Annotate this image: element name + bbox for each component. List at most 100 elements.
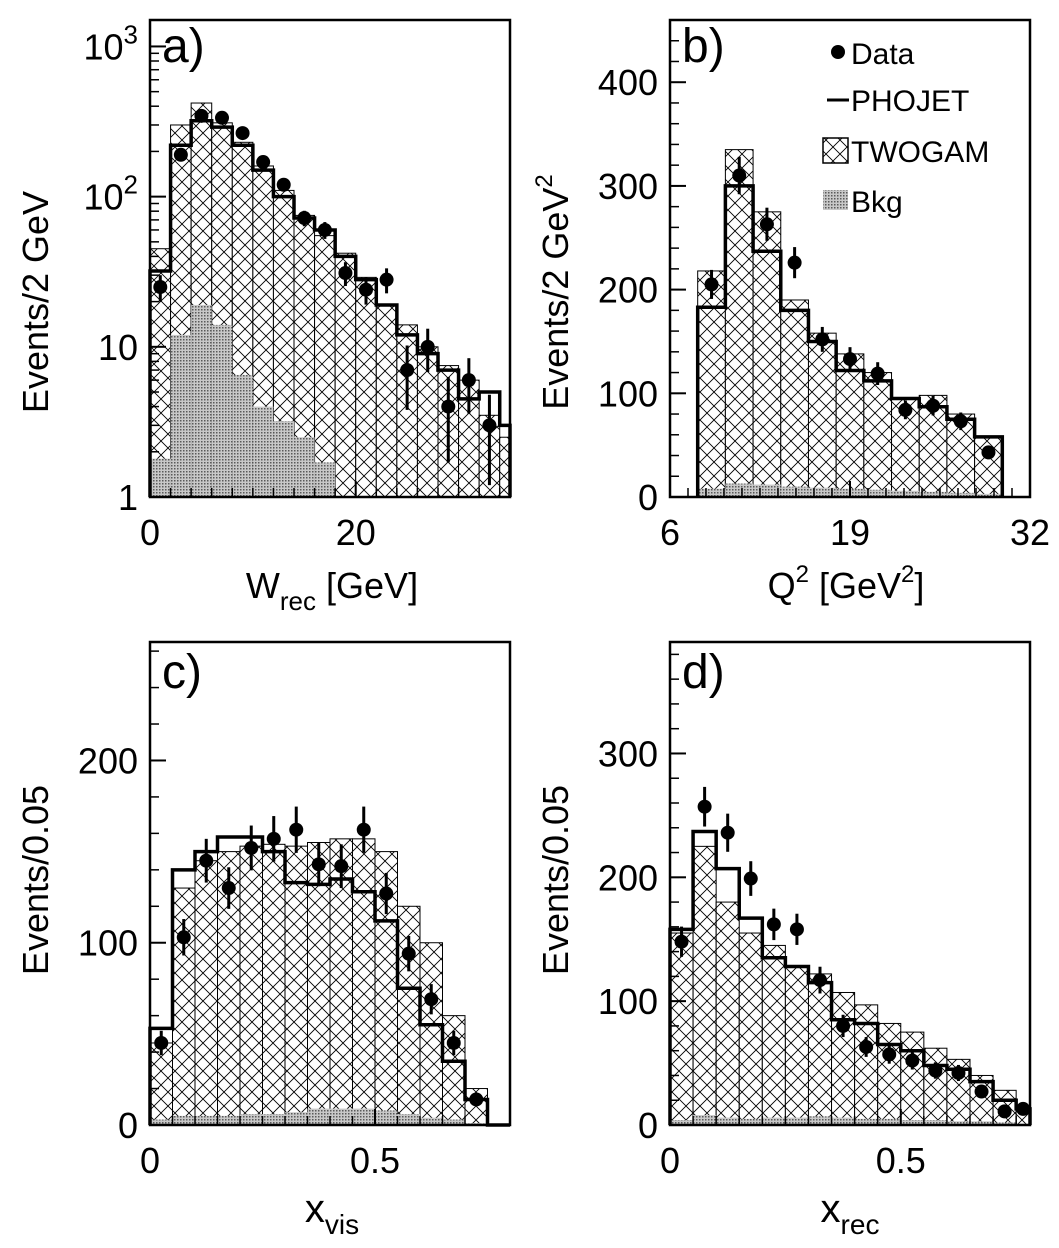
panel-c-data-point — [311, 857, 326, 872]
panel-d-data-point — [997, 1104, 1012, 1119]
panel-a-xtick-label: 20 — [336, 512, 376, 553]
panel-a-data-point — [338, 266, 353, 281]
panel-d-bkg-bar — [762, 1117, 786, 1125]
panel-c-bkg-bar — [397, 1114, 420, 1125]
panel-c-bkg-bar — [307, 1108, 330, 1125]
panel-c-plot: 0 100 200 0 0.5 — [78, 640, 512, 1181]
panel-d-twogam-bar — [738, 932, 763, 1126]
panel-a-ylabel: Events/2 GeV — [15, 191, 56, 413]
panel-d-data-point — [882, 1047, 897, 1062]
panel-c-data-point — [289, 822, 304, 837]
panel-c-bkg-bar — [195, 1115, 218, 1125]
panel-d-data-point — [974, 1084, 989, 1099]
panel-a-data-point — [153, 280, 168, 295]
panel-c-data-point — [154, 1035, 169, 1050]
panel-a-ytick-label: 10 — [98, 327, 138, 368]
panel-a-twogam-bar — [314, 235, 336, 498]
panel-b-bkg-bar — [891, 490, 920, 497]
panel-d-data-point — [813, 973, 827, 988]
panel-d-twogam-bar — [761, 944, 786, 1126]
panel-d-data-point — [1016, 1101, 1031, 1116]
legend-data-marker — [831, 45, 845, 59]
panel-d-data-point — [743, 871, 758, 886]
panel-d-data-point — [720, 825, 735, 840]
panel-d-twogam-bar — [715, 901, 740, 1126]
panel-c-twogam-bar — [239, 845, 263, 1126]
panel-a-label: a) — [162, 20, 205, 73]
panel-b-data-point — [815, 332, 830, 347]
panel-b-data-point — [704, 277, 719, 292]
panel-c-data-point — [401, 946, 416, 961]
panel-d-bkg-bar — [854, 1118, 878, 1125]
panel-d-data-point — [928, 1063, 943, 1078]
panel-d-ytick-label: 200 — [598, 857, 658, 898]
panel-b-ytick-label: 300 — [598, 166, 658, 207]
legend-bkg-swatch — [823, 190, 848, 210]
panel-c-ytick-label: 200 — [78, 740, 138, 781]
panel-a-data-point — [482, 418, 497, 433]
panel-d-bkg-bar — [670, 1120, 694, 1125]
panel-c-bkg-bar — [352, 1108, 375, 1125]
panel-a-twogam-bar — [375, 304, 398, 498]
panel-c-data-point — [176, 930, 191, 945]
panel-c-phojet-line — [148, 835, 510, 1127]
panel-a-bkg-bar — [170, 334, 192, 497]
legend-phojet-label: PHOJET — [851, 85, 969, 118]
panel-a-xlabel: Wrec [GeV] — [246, 565, 418, 616]
panel-b-twogam-bar — [807, 332, 837, 498]
panel-c-data-point — [199, 853, 214, 868]
panel-d-ylabel: Events/0.05 — [535, 785, 576, 975]
panel-a-xtick-label: 0 — [140, 512, 160, 553]
panel-d-frame — [668, 640, 1032, 1127]
panel-c-data-point — [244, 840, 259, 855]
panel-c-bkg-bar — [330, 1108, 353, 1125]
panel-d-data-point — [859, 1039, 874, 1054]
panel-d-bkg-bar — [808, 1116, 832, 1125]
panel-b: 0 100 200 300 400 6 19 32 b) Events/2 GeV2 Q2 [… — [531, 18, 1050, 606]
panel-d-bkg-bar — [970, 1121, 994, 1125]
panel-a-data-point — [379, 272, 394, 287]
panel-a-bkg-bar — [211, 324, 233, 497]
panel-a-data-point — [297, 211, 312, 226]
panel-c-data-point — [334, 859, 349, 874]
panel-b-ytick-label: 100 — [598, 373, 658, 414]
panel-d-phojet-line — [668, 829, 1032, 1125]
panel-d-bkg-bar — [716, 1117, 740, 1125]
panel-d-bkg-bar — [739, 1118, 763, 1125]
panel-d-bkg-bar — [693, 1115, 717, 1125]
panel-b-data-point — [870, 366, 885, 381]
panel-b-twogam-bar — [752, 211, 782, 498]
panel-d-xtick-label: 0 — [660, 1140, 680, 1181]
panel-d-data-point — [905, 1053, 920, 1068]
panel-c-bkg-bar — [420, 1117, 443, 1125]
panel-d: 0 100 200 300 0 0.5 d) Events/0.05 xrec — [535, 640, 1032, 1240]
panel-d-twogam-bar — [877, 1022, 902, 1126]
panel-c-data-point — [469, 1092, 484, 1107]
panel-a-ytick-label: 103 — [83, 19, 138, 67]
legend-bkg-label: Bkg — [851, 186, 903, 219]
panel-d-twogam-bar — [807, 973, 833, 1126]
panel-b-twogam-bar — [780, 299, 809, 498]
panel-d-data-point — [766, 917, 781, 932]
panel-d-twogam-bar — [784, 965, 809, 1126]
panel-c-data-point — [379, 886, 394, 901]
panel-d-data-point — [697, 799, 712, 814]
panel-c-ytick-label: 100 — [78, 923, 138, 964]
panel-b-twogam-bar — [697, 270, 726, 498]
panel-b-label: b) — [682, 20, 725, 73]
panel-d-twogam-bar — [669, 932, 694, 1126]
panel-a-data-point — [441, 399, 456, 414]
panel-c-xtick-label: 0 — [140, 1140, 160, 1181]
panel-c: 0 100 200 0 0.5 c) Events/0.05 xvis — [15, 640, 512, 1240]
panel-d-bkg-bar — [946, 1121, 970, 1125]
panel-c-bkg-bar — [262, 1114, 285, 1125]
panel-c-bkg-bar — [217, 1115, 240, 1125]
panel-a: 1 10 102 103 0 20 a) Events/2 GeV Wrec [GeV] — [15, 18, 512, 616]
legend-twogam-swatch — [822, 137, 849, 164]
panel-b-bkg-bar — [919, 491, 947, 497]
panel-d-twogam-bar — [692, 845, 717, 1126]
panel-c-bkg-bar — [285, 1112, 308, 1125]
panel-b-xtick-label: 19 — [830, 512, 870, 553]
panel-a-bkg-bar — [252, 406, 274, 497]
